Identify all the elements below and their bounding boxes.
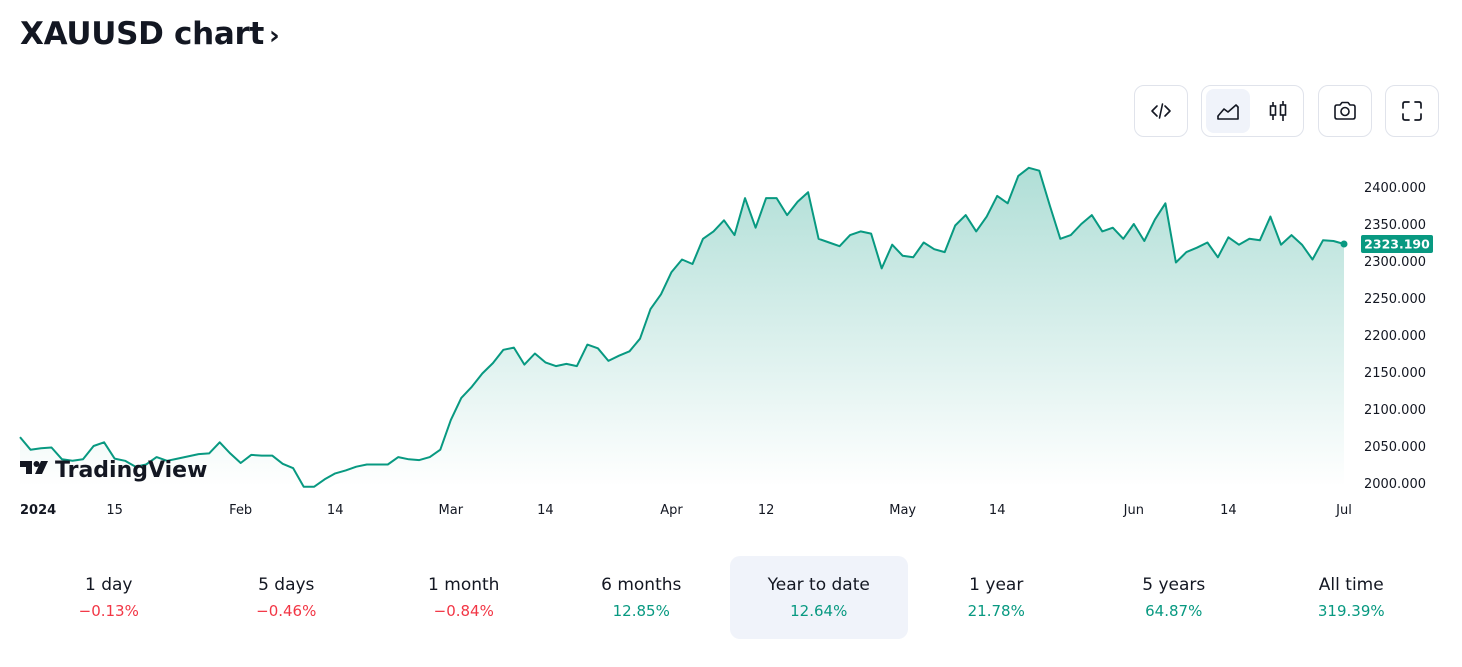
last-price-dot — [1340, 240, 1348, 248]
period-label: 1 day — [85, 575, 133, 595]
x-tick-label: 14 — [537, 503, 554, 518]
period-option[interactable]: 1 month −0.84% — [375, 556, 553, 639]
period-option[interactable]: Year to date 12.64% — [730, 556, 908, 639]
x-tick-label: Jun — [1123, 503, 1144, 518]
fullscreen-icon — [1402, 101, 1422, 121]
period-option[interactable]: 1 year 21.78% — [908, 556, 1086, 639]
period-change: 64.87% — [1145, 602, 1203, 620]
period-label: Year to date — [767, 575, 870, 595]
period-label: 1 year — [969, 575, 1024, 595]
period-label: 1 month — [428, 575, 500, 595]
watermark-text: TradingView — [55, 458, 207, 483]
price-area-fill — [20, 167, 1344, 487]
period-label: 5 days — [258, 575, 315, 595]
period-change: 12.85% — [612, 602, 670, 620]
tradingview-watermark[interactable]: TradingView — [20, 458, 207, 483]
fullscreen-button[interactable] — [1390, 89, 1434, 133]
period-label: All time — [1318, 575, 1384, 595]
period-change: −0.46% — [256, 602, 317, 620]
period-option[interactable]: 5 years 64.87% — [1085, 556, 1263, 639]
x-tick-label: 14 — [1220, 503, 1237, 518]
period-change: 12.64% — [790, 602, 848, 620]
x-tick-label: Feb — [229, 503, 252, 518]
area-chart-icon — [1216, 104, 1239, 120]
y-tick-label: 2000.000 — [1364, 477, 1426, 492]
candles-chart-style-button[interactable] — [1256, 89, 1300, 133]
x-tick-label: Apr — [660, 503, 683, 518]
page-title: XAUUSD chart — [20, 16, 265, 52]
period-selector: 1 day −0.13% 5 days −0.46% 1 month −0.84% 6 mo… — [20, 556, 1440, 639]
period-option[interactable]: 6 months 12.85% — [553, 556, 731, 639]
chevron-right-icon: › — [269, 20, 280, 51]
period-label: 5 years — [1142, 575, 1206, 595]
price-chart[interactable]: TradingView 2000.000 2050.000 2100.000 2150… — [0, 150, 1462, 530]
embed-button[interactable] — [1139, 89, 1183, 133]
y-tick-label: 2050.000 — [1364, 440, 1426, 455]
x-tick-label: Mar — [439, 503, 464, 518]
snapshot-button-frame — [1318, 85, 1372, 137]
period-change: 319.39% — [1317, 602, 1385, 620]
y-tick-label: 2350.000 — [1364, 218, 1426, 233]
y-tick-label: 2150.000 — [1364, 366, 1426, 381]
period-option[interactable]: 5 days −0.46% — [198, 556, 376, 639]
y-tick-label: 2200.000 — [1364, 329, 1426, 344]
x-tick-label: 12 — [758, 503, 775, 518]
period-change: −0.13% — [78, 602, 139, 620]
chart-title-link[interactable]: XAUUSD chart › — [20, 16, 280, 52]
embed-button-frame — [1134, 85, 1188, 137]
fullscreen-button-frame — [1385, 85, 1439, 137]
x-tick-label: May — [889, 503, 916, 518]
tradingview-logo-icon — [20, 461, 48, 474]
y-tick-label: 2250.000 — [1364, 292, 1426, 307]
period-change: 21.78% — [967, 602, 1025, 620]
y-tick-label: 2100.000 — [1364, 403, 1426, 418]
x-tick-label: 2024 — [20, 503, 56, 518]
code-icon — [1151, 103, 1171, 119]
x-tick-label: Jul — [1335, 503, 1352, 518]
camera-icon — [1334, 101, 1356, 120]
period-option[interactable]: 1 day −0.13% — [20, 556, 198, 639]
x-tick-label: 15 — [106, 503, 123, 518]
y-tick-label: 2400.000 — [1364, 181, 1426, 196]
period-change: −0.84% — [433, 602, 494, 620]
x-tick-label: 14 — [989, 503, 1006, 518]
line-chart-style-button[interactable] — [1205, 89, 1250, 133]
last-price-label: 2323.190 — [1364, 237, 1430, 252]
period-option[interactable]: All time 319.39% — [1263, 556, 1441, 639]
last-price-badge — [1361, 235, 1433, 253]
period-label: 6 months — [601, 575, 682, 595]
snapshot-button[interactable] — [1323, 89, 1367, 133]
candlestick-icon — [1269, 101, 1286, 121]
y-tick-label: 2300.000 — [1364, 255, 1426, 270]
chart-style-group — [1201, 85, 1304, 137]
x-tick-label: 14 — [327, 503, 344, 518]
